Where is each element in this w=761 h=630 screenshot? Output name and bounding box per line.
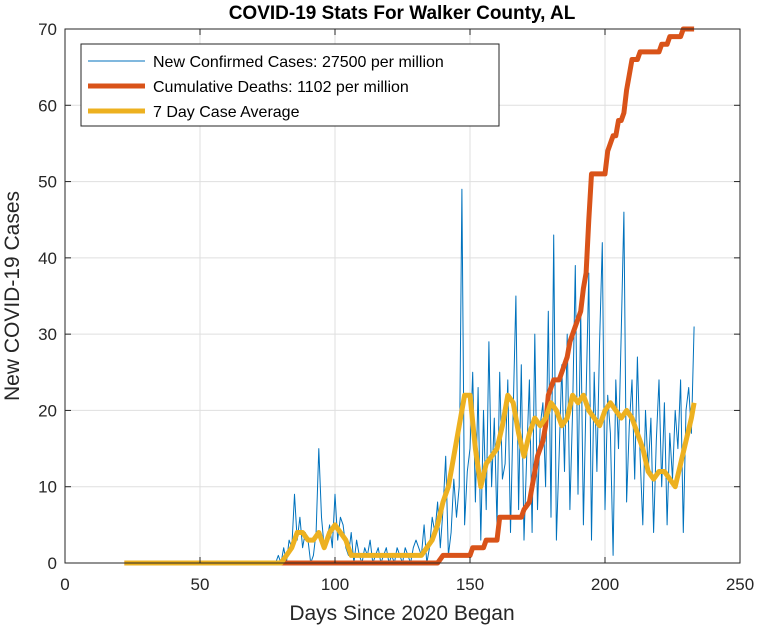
x-tick-label: 150 [456,575,484,594]
y-tick-label: 30 [38,325,57,344]
legend-entry-1: New Confirmed Cases: 27500 per million [153,54,444,71]
x-tick-label: 250 [726,575,754,594]
x-tick-label: 50 [191,575,210,594]
series-line-2 [124,26,695,566]
y-axis-label: New COVID-19 Cases [1,191,24,401]
x-tick-label: 200 [591,575,619,594]
y-tick-label: 40 [38,249,57,268]
y-tick-label: 20 [38,401,57,420]
chart-title: COVID-19 Stats For Walker County, AL [229,3,576,24]
x-tick-label: 100 [321,575,349,594]
series-line-3 [124,392,697,566]
axes-box [64,28,741,564]
y-tick-label: 60 [38,96,57,115]
y-tick-label: 70 [38,20,57,39]
y-tick-label: 10 [38,478,57,497]
axis-ticks: 0 50 100 150 200 250 0 10 20 30 40 50 60 70 [38,20,754,594]
legend-entry-2: Cumulative Deaths: 1102 per million [153,79,409,96]
legend-box [80,43,500,127]
x-axis-label: Days Since 2020 Began [289,602,514,625]
y-tick-label: 50 [38,173,57,192]
legend-entry-3: 7 Day Case Average [153,104,300,121]
x-tick-label: 0 [60,575,69,594]
legend: New Confirmed Cases: 27500 per million Cu… [80,43,500,127]
series-layer [124,26,697,566]
y-tick-label: 0 [48,554,57,573]
